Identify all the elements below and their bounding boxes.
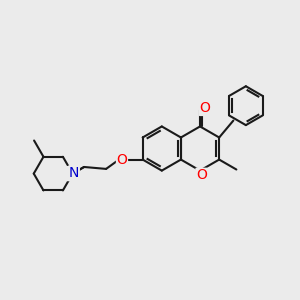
Text: N: N — [68, 167, 78, 181]
Text: O: O — [200, 101, 211, 116]
Text: N: N — [69, 166, 79, 180]
Text: O: O — [196, 168, 207, 182]
Text: O: O — [116, 153, 128, 166]
